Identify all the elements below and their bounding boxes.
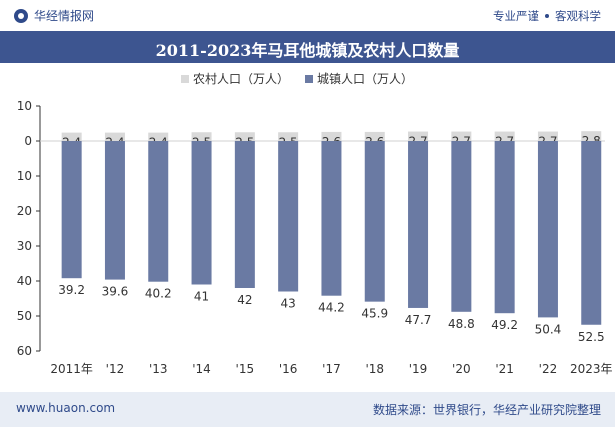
rural-bar bbox=[61, 132, 82, 141]
urban-bar bbox=[581, 141, 602, 325]
legend-rural-label: 农村人口（万人） bbox=[193, 72, 289, 86]
y-tick-label: 40 bbox=[17, 274, 32, 288]
brand-name: 华经情报网 bbox=[34, 9, 95, 23]
urban-bar bbox=[451, 141, 472, 312]
y-tick-label: 10 bbox=[17, 169, 32, 183]
rural-bar bbox=[234, 132, 255, 141]
urban-value-label: 42 bbox=[237, 293, 252, 307]
website-link[interactable]: www.huaon.com bbox=[16, 401, 116, 415]
urban-bar bbox=[234, 141, 255, 288]
rural-bar bbox=[104, 132, 125, 141]
urban-value-label: 44.2 bbox=[318, 301, 345, 315]
legend-urban-label: 城镇人口（万人） bbox=[317, 72, 413, 86]
tagline-left: 专业严谨 bbox=[493, 9, 539, 23]
urban-value-label: 45.9 bbox=[361, 307, 388, 321]
x-tick-label: '20 bbox=[452, 362, 471, 376]
x-tick-label: 2023年 bbox=[570, 362, 613, 376]
urban-value-label: 40.2 bbox=[145, 287, 172, 301]
x-tick-label: '13 bbox=[149, 362, 168, 376]
y-tick-label: 50 bbox=[17, 309, 32, 323]
population-chart: 农村人口（万人）城镇人口（万人）1001020304050602.439.220… bbox=[17, 72, 613, 376]
x-tick-label: '14 bbox=[192, 362, 211, 376]
huajing-logo-icon bbox=[14, 8, 28, 23]
footer: www.huaon.com 数据来源：世界银行，华经产业研究院整理 bbox=[0, 392, 615, 427]
rural-bar bbox=[364, 131, 385, 141]
legend-rural-swatch bbox=[181, 75, 189, 83]
y-tick-label: 10 bbox=[17, 99, 32, 113]
tagline: 专业严谨 客观科学 bbox=[493, 8, 601, 24]
urban-bar bbox=[364, 141, 385, 302]
top-bar: 华经情报网 专业严谨 客观科学 bbox=[0, 0, 615, 30]
urban-value-label: 39.6 bbox=[102, 285, 129, 299]
rural-bar bbox=[494, 131, 515, 141]
urban-bar bbox=[278, 141, 299, 292]
x-tick-label: 2011年 bbox=[50, 362, 93, 376]
x-tick-label: '18 bbox=[365, 362, 384, 376]
urban-bar bbox=[104, 141, 125, 280]
legend-urban-swatch bbox=[305, 75, 313, 83]
urban-value-label: 52.5 bbox=[578, 330, 605, 344]
urban-value-label: 50.4 bbox=[535, 322, 562, 336]
x-tick-label: '16 bbox=[279, 362, 298, 376]
x-tick-label: '12 bbox=[106, 362, 125, 376]
rural-bar bbox=[321, 131, 342, 141]
rural-bar bbox=[581, 131, 602, 141]
brand[interactable]: 华经情报网 bbox=[14, 7, 94, 24]
title-bar: 2011-2023年马耳他城镇及农村人口数量 bbox=[0, 31, 615, 63]
urban-value-label: 48.8 bbox=[448, 317, 475, 331]
rural-bar bbox=[278, 132, 299, 141]
data-source: 数据来源：世界银行，华经产业研究院整理 bbox=[372, 403, 601, 417]
rural-bar bbox=[537, 131, 558, 141]
rural-bar bbox=[191, 132, 212, 141]
urban-bar bbox=[148, 141, 169, 282]
y-tick-label: 20 bbox=[17, 204, 32, 218]
x-tick-label: '22 bbox=[539, 362, 558, 376]
urban-value-label: 47.7 bbox=[405, 313, 432, 327]
urban-bar bbox=[191, 141, 212, 285]
x-tick-label: '17 bbox=[322, 362, 341, 376]
x-tick-label: '19 bbox=[409, 362, 428, 376]
urban-value-label: 43 bbox=[281, 297, 296, 311]
urban-bar bbox=[494, 141, 515, 314]
urban-bar bbox=[537, 141, 558, 318]
rural-bar bbox=[408, 131, 429, 141]
urban-bar bbox=[408, 141, 429, 308]
y-tick-label: 60 bbox=[17, 344, 32, 358]
tagline-right: 客观科学 bbox=[555, 9, 601, 23]
urban-bar bbox=[321, 141, 342, 296]
y-tick-label: 0 bbox=[24, 134, 32, 148]
rural-bar bbox=[148, 132, 169, 141]
chart-title: 2011-2023年马耳他城镇及农村人口数量 bbox=[155, 41, 460, 60]
rural-bar bbox=[451, 131, 472, 141]
y-tick-label: 30 bbox=[17, 239, 32, 253]
urban-value-label: 49.2 bbox=[491, 318, 518, 332]
x-tick-label: '21 bbox=[495, 362, 514, 376]
bullet-dot-icon bbox=[545, 14, 549, 18]
x-tick-label: '15 bbox=[236, 362, 255, 376]
urban-bar bbox=[61, 141, 82, 279]
urban-value-label: 41 bbox=[194, 290, 209, 304]
urban-value-label: 39.2 bbox=[58, 283, 85, 297]
